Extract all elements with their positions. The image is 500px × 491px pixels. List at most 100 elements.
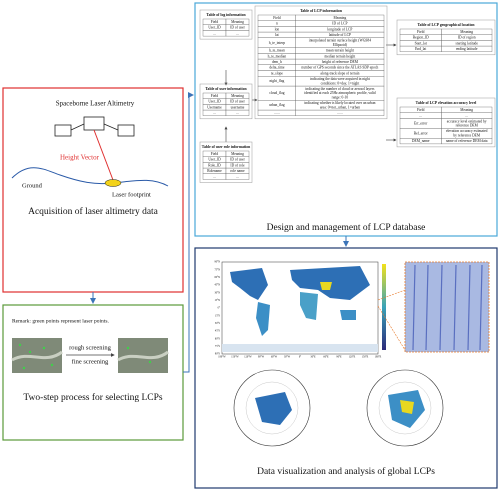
cell-text: height of reference DEM <box>322 60 359 64</box>
cell-text: lat <box>275 33 279 37</box>
cell-text: longitude of LCP <box>327 27 352 31</box>
lat-tick-label: 90°N <box>214 261 220 264</box>
table-frame <box>396 19 496 56</box>
lat-tick-label: 60°S <box>215 337 221 340</box>
lon-tick-label: 90°W <box>258 356 265 359</box>
cell-text: Rolename <box>207 169 222 173</box>
cell-text: Meaning <box>231 94 244 98</box>
visualization-panel <box>194 247 498 489</box>
lat-tick-label: 30°S <box>215 322 221 325</box>
table-title: Table of user information <box>205 87 247 91</box>
cell-text: User_ID <box>208 25 221 29</box>
lat-tick-label: 75°N <box>214 268 220 271</box>
cell-text: User_ID <box>208 157 221 161</box>
cell-text: ... <box>236 31 239 35</box>
table-title: Table of LCP elevation accuracy level <box>416 101 477 105</box>
cell-text: mean terrain height <box>326 48 354 52</box>
cell-text: ... <box>236 111 239 115</box>
lat-tick-label: 75°S <box>215 345 221 348</box>
satellite-illustration <box>11 116 169 187</box>
lon-tick-label: 30°E <box>310 356 316 359</box>
cell-text: Field <box>417 108 425 112</box>
table-frame <box>199 83 253 120</box>
cell-text: indicating the data were acquired in nig… <box>310 77 370 86</box>
cell-text: Field <box>211 20 219 24</box>
lon-tick-label: 60°E <box>323 356 329 359</box>
cell-text: ID of region <box>458 35 476 39</box>
cell-text: ... <box>236 174 239 178</box>
cell-text: cloud_flag <box>269 91 285 95</box>
cell-text: indicating the number of cloud or aeroso… <box>304 87 376 99</box>
cell-text: starting latitude <box>455 41 478 45</box>
lat-tick-label: 45°N <box>214 284 220 287</box>
cell-text: Meaning <box>231 20 244 24</box>
table-frame <box>199 9 253 40</box>
database-caption: Design and management of LCP database <box>267 222 426 233</box>
cell-text: h_te_interp <box>269 41 286 45</box>
cell-text: ...... <box>337 111 342 115</box>
cell-text: ID of user <box>230 157 245 161</box>
cell-text: ... <box>465 113 468 117</box>
table-title: Table of user role information <box>202 145 251 149</box>
cell-text: username <box>231 105 245 109</box>
cell-text: name of reference DEM data <box>446 139 488 143</box>
rough-label: rough screening <box>69 344 111 351</box>
height-vector-label: Height Vector <box>60 154 100 162</box>
satellite-label: Spaceborne Laser Altimetry <box>56 100 135 108</box>
lon-tick-label: 120°W <box>244 356 252 359</box>
cell-text: role name <box>230 169 245 173</box>
screening-images <box>11 338 169 373</box>
cell-text: Meaning <box>334 16 347 20</box>
screening-caption: Two-step process for selecting LCPs <box>23 392 162 403</box>
cell-text: ID of user <box>230 99 245 103</box>
cell-text: Field <box>273 16 281 20</box>
ground-label: Ground <box>22 182 43 189</box>
cell-text: Err_error <box>414 121 428 125</box>
cell-text: Meaning <box>460 108 473 112</box>
cell-text: Ref_error <box>414 131 429 135</box>
table-links <box>224 43 397 142</box>
cell-text: ID of LCP <box>332 21 347 25</box>
table-cell <box>225 109 250 116</box>
cell-text: Field <box>211 94 219 98</box>
lon-tick-label: 0° <box>299 356 301 359</box>
footprint-label: Laser footprint <box>112 191 151 198</box>
fine-label: fine screening <box>72 358 109 365</box>
cell-text: ID of user <box>230 25 245 29</box>
lat-tick-label: 45°S <box>215 330 221 333</box>
cell-text: ID of role <box>230 163 245 167</box>
cell-text: accuracy level estimated by reference DEM <box>447 119 487 127</box>
cell-text: night_flag <box>270 79 285 83</box>
cell-text: latitude of LCP <box>329 33 351 37</box>
lon-tick-label: 120°E <box>349 356 356 359</box>
table-title: Table of LCP geographical location <box>417 23 475 27</box>
cell-text: Username <box>207 105 222 109</box>
table-cell <box>441 45 493 52</box>
cell-text: indicating whether is likely located ove… <box>304 101 375 110</box>
cell-text: Role_ID <box>208 163 221 167</box>
cell-text: Field <box>211 152 219 156</box>
cell-text: ...... <box>274 111 279 115</box>
lon-tick-label: 150°W <box>231 356 239 359</box>
cell-text: Start_lat <box>415 41 427 45</box>
table-cell <box>441 138 493 145</box>
visualization-caption: Data visualization and analysis of globa… <box>257 466 435 477</box>
cell-text: ending latitude <box>456 47 478 51</box>
cell-text: lon <box>275 27 280 31</box>
cell-text: Meaning <box>460 30 473 34</box>
screening-remark: Remark: green points represent laser poi… <box>12 318 109 324</box>
table-frame <box>254 5 388 120</box>
lat-tick-label: 30°N <box>214 291 220 294</box>
cell-text: n <box>276 21 278 25</box>
cell-text: End_lat <box>415 47 426 51</box>
cell-text: Region_ID <box>413 35 429 39</box>
lon-tick-label: 60°W <box>271 356 278 359</box>
cell-text: h_te_mean <box>269 48 285 52</box>
lon-tick-label: 180°W <box>218 356 226 359</box>
lat-tick-label: 0° <box>218 307 220 310</box>
cell-text: te_slope <box>271 71 283 75</box>
cell-text: Meaning <box>231 152 244 156</box>
lat-tick-label: 60°N <box>214 276 220 279</box>
table-cell <box>225 30 250 37</box>
cell-text: along-track slope of terrain <box>320 71 359 75</box>
